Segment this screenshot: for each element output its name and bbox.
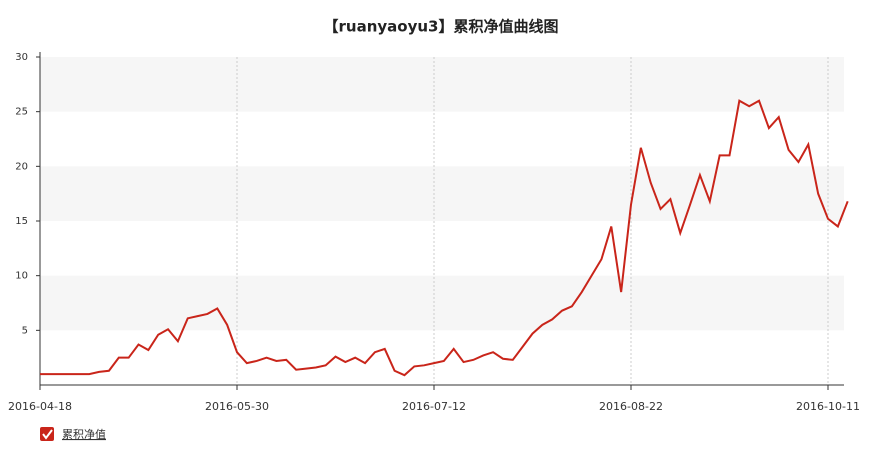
chart-title: 【ruanyaoyu3】累积净值曲线图 (324, 18, 559, 36)
data-line (40, 99, 849, 377)
grid-band (40, 166, 844, 221)
y-tick-label: 5 (22, 325, 28, 336)
x-tick-label: 2016-08-22 (599, 400, 663, 413)
legend-item: 累积净值 (40, 427, 106, 441)
y-tick-label: 25 (15, 107, 28, 118)
x-tick-label: 2016-10-11 (796, 400, 860, 413)
x-tick-label: 2016-07-12 (402, 400, 466, 413)
x-tick-label: 2016-04-18 (8, 400, 72, 413)
y-tick-label: 10 (15, 271, 28, 282)
y-tick-label: 20 (15, 161, 28, 172)
y-tick-label: 30 (15, 52, 28, 63)
x-tick-label: 2016-05-30 (205, 400, 269, 413)
y-tick-label: 15 (15, 216, 28, 227)
grid-band (40, 275, 844, 331)
legend-checkbox (40, 427, 54, 441)
legend-check (42, 429, 53, 440)
grid-band (40, 57, 844, 112)
legend-label: 累积净值 (62, 427, 106, 441)
